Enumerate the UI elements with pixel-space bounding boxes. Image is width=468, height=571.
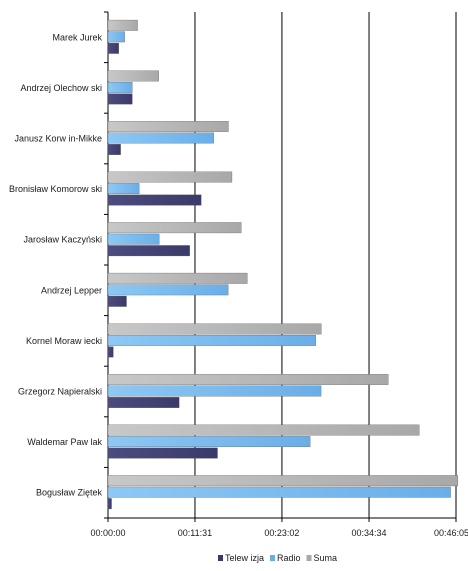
category-label: Bogusław Ziętek <box>36 488 103 498</box>
bar-radio <box>107 132 214 144</box>
bar-suma <box>107 222 242 234</box>
bar-telewizja <box>107 194 202 206</box>
bar-radio <box>107 284 229 296</box>
legend-label: Telew izja <box>225 553 264 563</box>
category-label: Marek Jurek <box>52 32 102 42</box>
x-tick-label: 00:11:31 <box>178 528 212 538</box>
legend-swatch <box>218 555 223 561</box>
bar-telewizja <box>107 42 119 54</box>
bar-radio <box>107 183 140 195</box>
bar-telewizja <box>107 295 127 307</box>
category-label: Waldemar Paw lak <box>27 437 102 447</box>
x-tick-label: 00:23:02 <box>264 528 299 538</box>
category-label: Bronisław Komorow ski <box>9 184 102 194</box>
legend-label: Suma <box>314 553 338 563</box>
bar-radio <box>107 486 451 498</box>
bar-telewizja <box>107 245 190 257</box>
category-label: Janusz Korw in-Mikke <box>14 134 102 144</box>
bar-telewizja <box>107 93 133 105</box>
bar-telewizja <box>107 447 218 459</box>
x-tick-label: 00:34:34 <box>352 528 387 538</box>
category-label: Jarosław Kaczyński <box>23 235 102 245</box>
bar-telewizja <box>107 144 121 155</box>
category-label: Andrzej Olechow ski <box>20 83 102 93</box>
bar-suma <box>107 323 322 335</box>
bar-suma <box>107 171 233 183</box>
bar-suma <box>107 70 159 82</box>
bar-radio <box>107 385 322 397</box>
bar-suma <box>107 475 459 487</box>
legend-swatch <box>270 555 276 561</box>
bar-telewizja <box>107 498 112 510</box>
bar-radio <box>107 82 133 93</box>
bar-telewizja <box>107 346 114 358</box>
bar-radio <box>107 436 311 448</box>
legend-label: Radio <box>277 553 301 563</box>
category-label: Andrzej Lepper <box>41 285 102 295</box>
legend-swatch <box>306 555 312 561</box>
bar-suma <box>107 121 229 132</box>
category-label: Kornel Moraw iecki <box>26 336 102 346</box>
bar-suma <box>107 272 248 284</box>
bar-suma <box>107 19 138 31</box>
category-label: Grzegorz Napieralski <box>18 387 102 397</box>
bar-radio <box>107 233 160 245</box>
x-tick-label: 00:46:05 <box>434 528 468 538</box>
bar-telewizja <box>107 397 180 408</box>
bar-radio <box>107 31 125 43</box>
x-tick-label: 00:00:00 <box>90 528 125 538</box>
bar-suma <box>107 374 389 385</box>
bar-radio <box>107 334 316 346</box>
bar-suma <box>107 424 420 436</box>
